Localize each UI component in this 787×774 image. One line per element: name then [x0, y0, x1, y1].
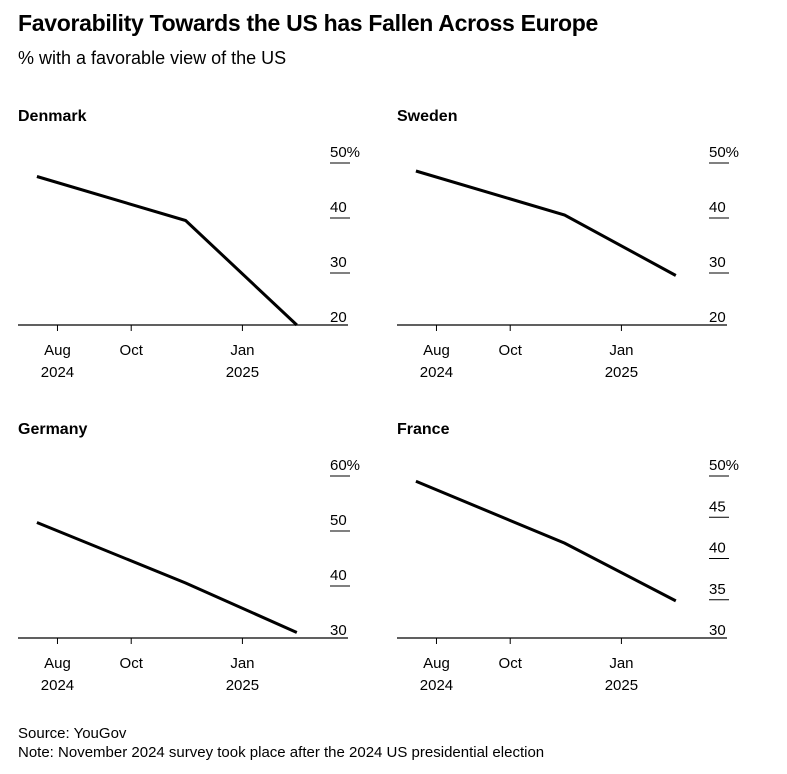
chart-title: Favorability Towards the US has Fallen A… — [18, 10, 598, 36]
y-tick-label: 30 — [330, 254, 347, 271]
chart-panel-france: France 30 35 40 45 50% Aug 2024 Oct Jan 2025 — [397, 421, 777, 711]
y-tick-label: 20 — [709, 309, 726, 326]
x-tick-label: Jan — [609, 342, 633, 359]
series-line — [415, 169, 677, 277]
line-chart: 20 30 40 50% Aug 2024 Oct Jan 2025 — [397, 144, 739, 381]
series-line — [36, 521, 298, 634]
x-tick-label: Jan — [230, 342, 254, 359]
panel-title: Sweden — [397, 108, 458, 125]
panel-title: France — [397, 421, 450, 438]
x-tick-year-label: 2024 — [41, 677, 74, 694]
y-tick-label: 40 — [330, 199, 347, 216]
y-tick-label: 30 — [709, 254, 726, 271]
x-tick-label: Aug — [423, 342, 450, 359]
y-tick-label: 50 — [330, 512, 347, 529]
source-note: Source: YouGov — [18, 725, 127, 742]
panel-title: Denmark — [18, 108, 87, 125]
y-tick-label: 50% — [330, 144, 360, 161]
y-tick-label: 20 — [330, 309, 347, 326]
y-tick-label: 40 — [709, 199, 726, 216]
x-tick-year-label: 2025 — [605, 677, 638, 694]
chart-panel-denmark: Denmark 20 30 40 50% Aug 2024 Oct Jan 2025 — [18, 108, 398, 398]
x-tick-year-label: 2025 — [605, 364, 638, 381]
chart-panel-sweden: Sweden 20 30 40 50% Aug 2024 Oct Jan 2025 — [397, 108, 777, 398]
x-tick-label: Oct — [499, 342, 523, 359]
x-tick-label: Jan — [230, 655, 254, 672]
x-tick-year-label: 2024 — [420, 677, 453, 694]
x-tick-year-label: 2025 — [226, 677, 259, 694]
y-tick-label: 60% — [330, 457, 360, 474]
x-tick-label: Oct — [120, 655, 144, 672]
chart-subtitle: % with a favorable view of the US — [18, 48, 287, 68]
line-chart: 30 40 50 60% Aug 2024 Oct Jan 2025 — [18, 457, 360, 694]
x-tick-label: Aug — [44, 655, 71, 672]
x-tick-year-label: 2025 — [226, 364, 259, 381]
series-line — [36, 175, 298, 327]
line-chart: 30 35 40 45 50% Aug 2024 Oct Jan 2025 — [397, 457, 739, 694]
y-tick-label: 30 — [709, 622, 726, 639]
x-tick-year-label: 2024 — [41, 364, 74, 381]
x-tick-label: Aug — [44, 342, 71, 359]
x-tick-year-label: 2024 — [420, 364, 453, 381]
x-tick-label: Oct — [120, 342, 144, 359]
x-tick-label: Aug — [423, 655, 450, 672]
y-tick-label: 40 — [709, 540, 726, 557]
y-tick-label: 30 — [330, 622, 347, 639]
x-tick-label: Jan — [609, 655, 633, 672]
y-tick-label: 35 — [709, 581, 726, 598]
panel-title: Germany — [18, 421, 88, 438]
series-line — [415, 479, 677, 603]
y-tick-label: 50% — [709, 457, 739, 474]
x-tick-label: Oct — [499, 655, 523, 672]
footnote: Note: November 2024 survey took place af… — [18, 744, 545, 761]
chart-panel-germany: Germany 30 40 50 60% Aug 2024 Oct Jan 2025 — [18, 421, 398, 711]
y-tick-label: 50% — [709, 144, 739, 161]
y-tick-label: 40 — [330, 567, 347, 584]
y-tick-label: 45 — [709, 498, 726, 515]
line-chart: 20 30 40 50% Aug 2024 Oct Jan 2025 — [18, 144, 360, 381]
